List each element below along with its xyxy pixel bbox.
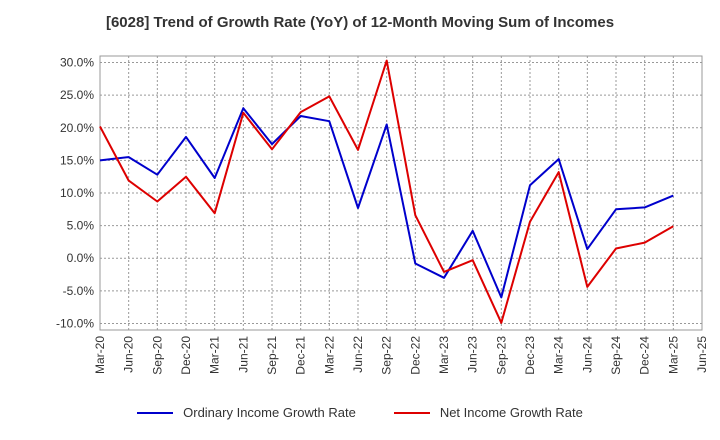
y-tick-label: -10.0% [56, 316, 94, 330]
y-tick-label: 30.0% [60, 56, 94, 70]
x-tick-label: Jun-22 [351, 336, 365, 373]
y-tick-label: 5.0% [67, 219, 95, 233]
x-tick-label: Sep-24 [609, 336, 623, 375]
x-tick-label: Sep-23 [494, 336, 508, 375]
x-tick-label: Dec-22 [408, 336, 422, 375]
series-line-1 [99, 107, 674, 299]
y-tick-label: -5.0% [63, 284, 95, 298]
x-tick-label: Dec-20 [179, 336, 193, 375]
chart-legend: Ordinary Income Growth Rate Net Income Gr… [0, 405, 720, 420]
y-tick-label: 15.0% [60, 153, 94, 167]
x-tick-label: Jun-21 [236, 336, 250, 373]
legend-label: Ordinary Income Growth Rate [183, 405, 356, 420]
x-tick-label: Jun-24 [580, 336, 594, 373]
x-tick-label: Dec-24 [638, 336, 652, 375]
legend-swatch [393, 411, 430, 414]
x-tick-label: Mar-24 [552, 336, 566, 374]
x-tick-label: Jun-20 [122, 336, 136, 373]
x-tick-label: Jun-23 [466, 336, 480, 373]
x-tick-label: Mar-20 [93, 336, 107, 374]
y-tick-label: 10.0% [60, 186, 94, 200]
x-tick-label: Dec-23 [523, 336, 537, 375]
x-tick-label: Mar-23 [437, 336, 451, 374]
y-tick-label: 25.0% [60, 88, 94, 102]
x-tick-label: Jun-25 [695, 336, 709, 373]
x-tick-label: Sep-22 [380, 336, 394, 375]
legend-item: Net Income Growth Rate [393, 405, 583, 420]
x-tick-label: Mar-21 [208, 336, 222, 374]
x-tick-label: Mar-22 [322, 336, 336, 374]
y-tick-label: 20.0% [60, 121, 94, 135]
x-tick-label: Dec-21 [294, 336, 308, 375]
legend-swatch [137, 411, 174, 414]
legend-item: Ordinary Income Growth Rate [137, 405, 356, 420]
x-tick-label: Mar-25 [666, 336, 680, 374]
x-tick-label: Sep-21 [265, 336, 279, 375]
x-tick-label: Sep-20 [150, 336, 164, 375]
series-line-2 [99, 59, 674, 324]
chart-title: [6028] Trend of Growth Rate (YoY) of 12-… [105, 14, 615, 31]
legend-label: Net Income Growth Rate [439, 405, 583, 420]
y-tick-label: 0.0% [67, 251, 95, 265]
